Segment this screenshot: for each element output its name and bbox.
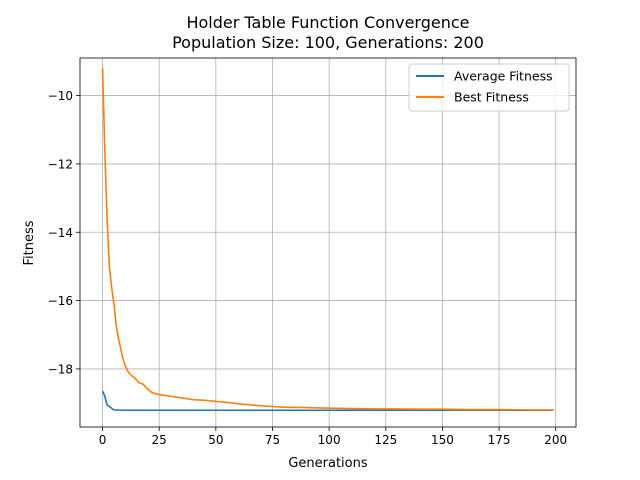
x-tick-label: 50 (208, 433, 223, 447)
x-tick-label: 150 (431, 433, 454, 447)
series-layer (101, 68, 554, 412)
series-line-best-fitness (101, 68, 554, 411)
x-tick-label: 0 (99, 433, 107, 447)
chart-subtitle: Population Size: 100, Generations: 200 (172, 33, 484, 52)
grid (80, 58, 576, 427)
x-tick-label: 100 (318, 433, 341, 447)
legend-label-best-fitness: Best Fitness (454, 90, 529, 105)
x-tick-label: 75 (265, 433, 280, 447)
x-tick-label: 175 (488, 433, 511, 447)
y-tick-label: −14 (48, 226, 73, 240)
legend: Average Fitness Best Fitness (408, 63, 570, 112)
y-tick-label: −10 (48, 89, 73, 103)
y-axis: −18 −16 −14 −12 −10 (48, 89, 80, 376)
x-axis-label: Generations (288, 456, 368, 471)
x-tick-label: 125 (374, 433, 397, 447)
legend-label-average-fitness: Average Fitness (454, 69, 553, 84)
y-tick-label: −12 (48, 157, 73, 171)
x-axis: 0 25 50 75 100 125 150 175 200 (99, 427, 567, 447)
plot-area (80, 58, 576, 427)
series-line-average-fitness (101, 390, 554, 412)
plot-frame (79, 57, 577, 428)
y-axis-label: Fitness (22, 220, 37, 265)
legend-box (408, 63, 570, 112)
chart-title: Holder Table Function Convergence (186, 13, 469, 32)
x-tick-label: 25 (152, 433, 167, 447)
x-tick-label: 200 (544, 433, 567, 447)
y-tick-label: −16 (48, 294, 73, 308)
y-tick-label: −18 (48, 362, 73, 376)
